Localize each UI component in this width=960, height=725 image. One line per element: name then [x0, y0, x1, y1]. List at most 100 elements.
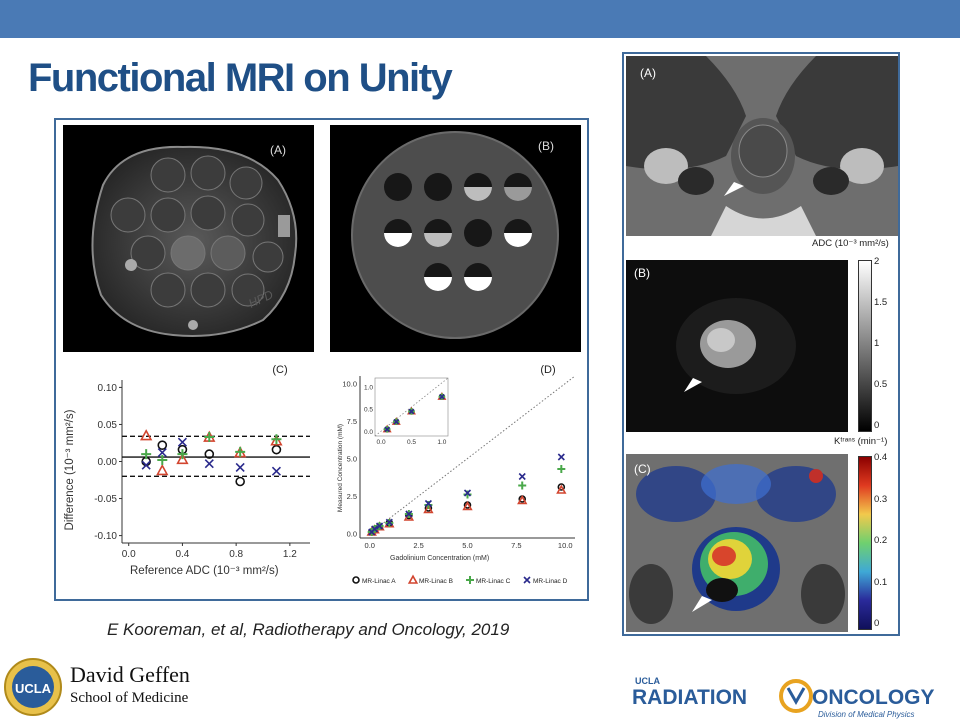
data-point [157, 448, 167, 458]
geffen-logo: UCLA David Geffen School of Medicine [0, 650, 240, 720]
legend-entry: MR-Linac D [533, 578, 568, 585]
data-point [371, 525, 379, 533]
y-tick-label: 7.5 [347, 417, 357, 426]
colorbar-tick-label: 0.4 [874, 452, 888, 463]
data-point [156, 463, 169, 476]
y-axis-label: Difference (10⁻³ mm²/s) [64, 409, 76, 530]
school-subtitle: School of Medicine [70, 690, 189, 706]
inset-x-tick-label: 0.0 [377, 439, 386, 446]
y-tick-label: 10.0 [342, 380, 357, 389]
x-tick-label: 1.2 [283, 549, 297, 560]
x-axis-label: Gadolinium Concentration (mM) [390, 555, 489, 562]
header-bar [0, 0, 960, 38]
data-point [271, 444, 282, 455]
legend-entry: MR-Linac C [476, 578, 511, 585]
right-panel-b-adc-map: (B) [626, 260, 848, 432]
right-panel-c-label: (C) [634, 462, 651, 476]
x-tick-label: 10.0 [558, 541, 573, 550]
panel-c-label: (C) [272, 364, 287, 376]
logo-division-text: Division of Medical Physics [818, 710, 914, 719]
colorbar-tick-label: 0.3 [874, 493, 888, 505]
x-tick-label: 7.5 [511, 541, 521, 550]
inset-y-tick-label: 0.0 [364, 429, 373, 436]
inset-y-tick-label: 0.5 [364, 407, 373, 414]
data-point [557, 483, 566, 491]
panel-d-label: (D) [540, 364, 555, 376]
data-point [176, 452, 189, 465]
school-name: David Geffen [70, 662, 190, 687]
inset-y-tick-label: 1.0 [364, 384, 373, 391]
data-point [405, 510, 413, 518]
data-point [271, 434, 282, 445]
right-panel-c-ktrans-map: (C) [626, 454, 848, 632]
slide-title: Functional MRI on Unity [28, 56, 453, 100]
x-tick-label: 0.8 [229, 549, 243, 560]
data-point [424, 501, 433, 509]
chart-legend: MR-Linac A MR-Linac B MR-Linac C MR-Linac D [352, 574, 568, 585]
inset-data-point [408, 408, 415, 415]
data-point [204, 459, 214, 469]
data-point [177, 449, 188, 460]
right-figure-frame: (A) ADC (10⁻³ mm²/s) (B) 2 1.5 1 0.5 0 Kᵗʳᵃⁿ… [622, 52, 900, 636]
left-figure-frame: HPD (A) (B) (C) 0.10 0.05 0.00 -0.05 -0.10 0.… [54, 118, 589, 601]
logo-radiation-text: RADIATION [632, 686, 747, 709]
adc-colorbar-ticks: 2 1.5 1 0.5 0 [874, 256, 900, 432]
y-tick-label: 0.00 [98, 457, 118, 468]
legend-entry: MR-Linac A [362, 578, 396, 585]
ktrans-colorbar [858, 456, 872, 630]
right-panel-b-label: (B) [634, 266, 650, 280]
ktrans-colorbar-ticks: 0.4 0.3 0.2 0.1 0 [874, 452, 900, 630]
colorbar-tick-label: 0.2 [874, 535, 888, 546]
data-point [204, 432, 215, 443]
data-point [424, 499, 432, 508]
x-tick-label: 0.4 [175, 549, 189, 560]
legend-marker [523, 576, 531, 584]
data-point [462, 501, 473, 511]
y-tick-label: 0.0 [347, 530, 357, 539]
colorbar-tick-label: 1 [874, 338, 880, 349]
citation: E Kooreman, et al, Radiotherapy and Onco… [107, 620, 510, 639]
data-point [141, 460, 151, 470]
panel-d-chart: (D) 0.0 2.5 5.0 7.5 10.0 0.0 2.5 5.0 7.5 10.0 0.0… [330, 358, 585, 596]
colorbar-tick-label: 2 [874, 256, 880, 267]
data-point [235, 462, 245, 472]
inset-data-point [393, 418, 400, 425]
y-axis-label: Measured Concentration (mM) [337, 424, 344, 512]
colorbar-tick-label: 1.5 [874, 297, 888, 308]
data-point [517, 495, 528, 505]
colorbar-tick-label: 0.1 [874, 576, 888, 588]
data-point [463, 489, 472, 497]
radiation-oncology-logo: UCLA RADIATION ONCOLOGY Division of Medi… [632, 672, 960, 720]
inset-data-point [384, 426, 391, 433]
panel-c-chart: (C) 0.10 0.05 0.00 -0.05 -0.10 0.0 0.4 0.8 1.2 R… [60, 358, 322, 596]
y-tick-label: 2.5 [347, 492, 357, 501]
x-axis-label: Reference ADC (10⁻³ mm²/s) [130, 565, 279, 577]
data-point [375, 522, 384, 530]
inset-x-tick-label: 1.0 [437, 439, 446, 446]
legend-marker [352, 576, 360, 584]
right-panel-a-label: (A) [640, 66, 656, 80]
inset-data-point [439, 393, 445, 400]
right-panel-a-t2-image: (A) [626, 56, 898, 236]
panel-b-phantom-image: (B) [330, 125, 581, 352]
data-point [557, 465, 566, 473]
x-tick-label: 2.5 [413, 541, 423, 550]
legend-entry: MR-Linac B [419, 578, 453, 585]
data-point [518, 481, 527, 490]
y-tick-label: -0.05 [94, 494, 117, 505]
adc-colorbar [858, 260, 872, 432]
y-tick-label: 0.10 [98, 383, 118, 394]
data-point [235, 446, 246, 457]
adc-colorbar-title: ADC (10⁻³ mm²/s) [812, 238, 889, 249]
ktrans-colorbar-title: Kᵗʳᵃⁿˢ (min⁻¹) [834, 436, 888, 447]
x-tick-label: 0.0 [122, 549, 136, 560]
colorbar-tick-label: 0 [874, 618, 880, 629]
legend-marker [466, 576, 474, 584]
panel-a-label: (A) [270, 143, 286, 157]
seal-text: UCLA [15, 681, 52, 696]
data-point [157, 455, 168, 466]
data-point [141, 449, 152, 460]
data-point [157, 440, 168, 450]
data-point [271, 466, 281, 476]
colorbar-tick-label: 0 [874, 420, 880, 431]
